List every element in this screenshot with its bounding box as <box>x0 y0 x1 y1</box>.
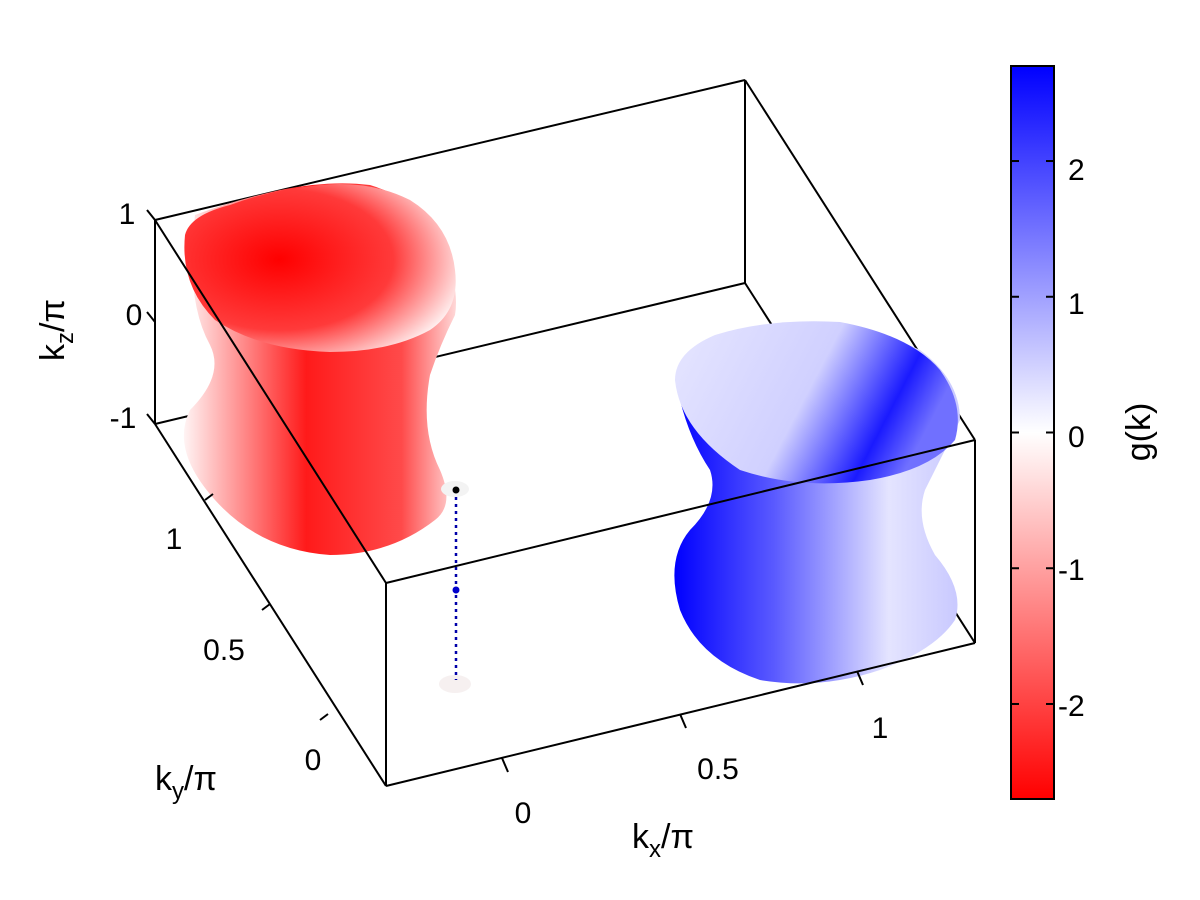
red-surface <box>183 183 456 556</box>
colorbar-label: g(k) <box>1120 403 1158 462</box>
y-tick-label: 0.5 <box>203 634 245 667</box>
nodal-line <box>439 481 471 693</box>
colorbar-tick-label: -1 <box>1058 554 1085 587</box>
z-tick-label: -1 <box>110 402 137 435</box>
y-axis-label: ky/π <box>155 760 217 805</box>
colorbar-tick-label: 1 <box>1068 288 1085 321</box>
x-axis-label: kx/π <box>632 818 694 863</box>
z-tick-label: 0 <box>126 299 143 332</box>
tick-marks <box>146 209 864 773</box>
z-tick-label: 1 <box>119 198 136 231</box>
colorbar-tick-label: -2 <box>1058 690 1085 723</box>
z-axis-label: kz/π <box>34 299 79 361</box>
colorbar-ticks <box>1011 160 1054 705</box>
x-tick-label: 0 <box>515 797 532 830</box>
x-tick-label: 1 <box>872 712 889 745</box>
y-tick-label: 1 <box>166 523 183 556</box>
y-tick-label: 0 <box>305 744 322 777</box>
box-front-edges <box>154 219 976 787</box>
colorbar: 2 1 0 -1 -2 g(k) <box>1010 65 1158 800</box>
x-tick-label: 0.5 <box>697 753 739 786</box>
colorbar-tick-label: 0 <box>1068 421 1085 454</box>
colorbar-tick-label: 2 <box>1068 154 1085 187</box>
blue-surface <box>674 321 960 684</box>
